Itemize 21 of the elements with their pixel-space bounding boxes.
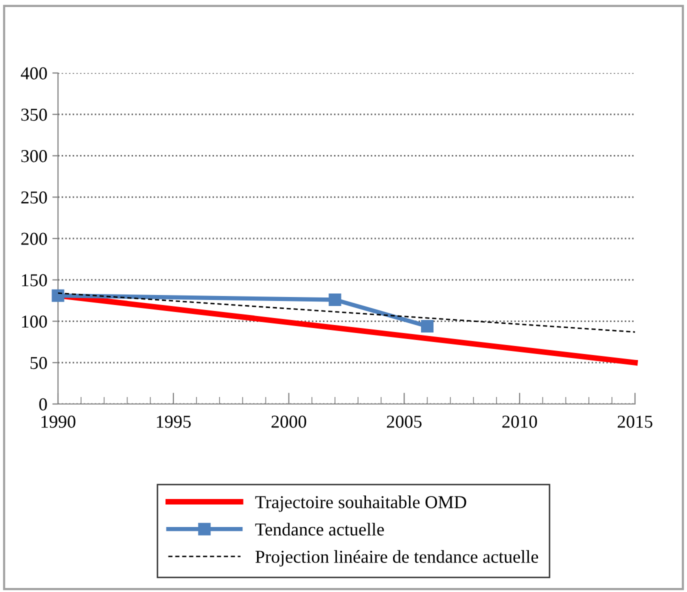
y-tick-label: 0 — [39, 398, 47, 410]
x-tick-label: 1995 — [156, 416, 191, 428]
point — [52, 289, 64, 302]
y-tick-label: 200 — [21, 232, 47, 245]
x-tick-label: 2015 — [618, 416, 652, 428]
x-tick-label: 2000 — [272, 416, 306, 428]
y-tick-label: 300 — [21, 150, 47, 162]
y-tick-label: 100 — [22, 316, 47, 328]
y-tick-label: 150 — [22, 274, 47, 286]
legend-label: Projection linéaire de tendance actuelle — [255, 550, 538, 567]
point — [421, 320, 434, 332]
point — [328, 293, 342, 306]
y-tick-label: 50 — [30, 356, 47, 370]
y-tick-label: 400 — [20, 67, 47, 80]
y-tick-label: 350 — [21, 108, 47, 121]
legend-label: Tendance actuelle — [255, 522, 384, 536]
x-tick-label: 2010 — [502, 416, 537, 428]
legend-label: Trajectoire souhaitable OMD — [255, 496, 466, 512]
x-tick-label: 1990 — [42, 416, 76, 428]
x-tick-label: 2005 — [386, 416, 422, 428]
y-tick-label: 250 — [21, 191, 47, 204]
